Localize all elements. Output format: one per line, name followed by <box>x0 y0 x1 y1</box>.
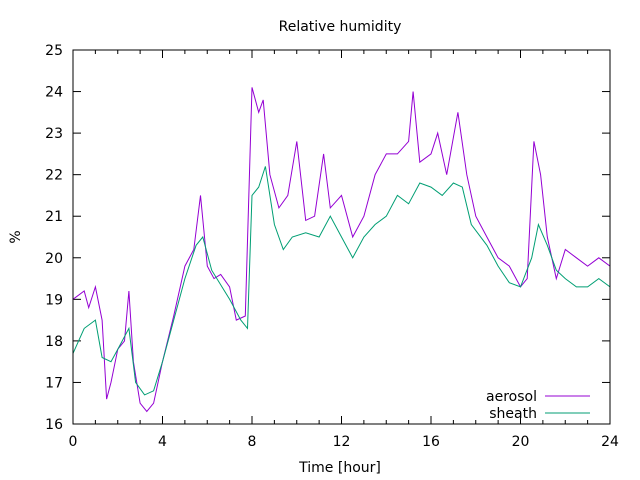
y-tick-label: 20 <box>45 251 63 267</box>
y-tick-label: 21 <box>45 209 63 225</box>
legend-label-aerosol: aerosol <box>486 389 537 405</box>
y-tick-label: 23 <box>45 126 63 142</box>
legend: aerosol sheath <box>486 389 590 422</box>
y-tick-label: 24 <box>45 85 63 101</box>
y-tick-label: 17 <box>45 375 63 391</box>
series-line-sheath <box>72 166 611 396</box>
x-tick-label: 20 <box>512 434 530 450</box>
x-tick-label: 4 <box>158 434 167 450</box>
y-tick-label: 22 <box>45 168 63 184</box>
x-axis-label: Time [hour] <box>298 460 381 476</box>
y-tick-label: 19 <box>45 292 63 308</box>
x-tick-label: 12 <box>333 434 351 450</box>
legend-label-sheath: sheath <box>489 406 537 422</box>
x-tick-label: 16 <box>422 434 440 450</box>
series-line-aerosol <box>72 87 611 413</box>
x-tick-label: 8 <box>248 434 257 450</box>
x-tick-label: 24 <box>601 434 619 450</box>
y-axis-label: % <box>8 230 24 243</box>
plot-border <box>72 49 611 425</box>
x-tick-label: 0 <box>69 434 78 450</box>
chart-title: Relative humidity <box>279 19 402 35</box>
y-tick-label: 18 <box>45 334 63 350</box>
y-tick-label: 25 <box>45 43 63 59</box>
y-tick-label: 16 <box>45 417 63 433</box>
